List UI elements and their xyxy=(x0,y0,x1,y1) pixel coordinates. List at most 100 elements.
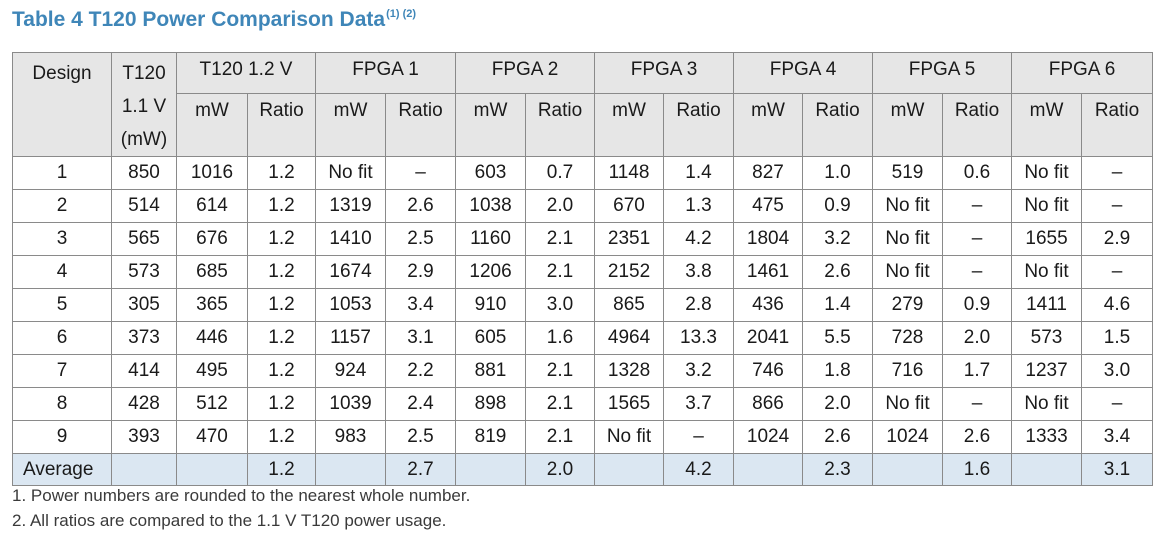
table-cell: 1.5 xyxy=(1081,321,1154,355)
table-cell: 279 xyxy=(872,288,944,322)
table-cell: 2.9 xyxy=(385,255,457,289)
table-cell: 3.1 xyxy=(385,321,457,355)
table-cell: 2 xyxy=(12,189,112,223)
table-cell: 2.9 xyxy=(1081,222,1154,256)
header-group-5: FPGA 4 xyxy=(733,52,874,94)
table-cell: 0.9 xyxy=(802,189,874,223)
table-cell: – xyxy=(1081,387,1154,421)
table-cell: 881 xyxy=(455,354,527,388)
table-cell: 898 xyxy=(455,387,527,421)
header-ratio: Ratio xyxy=(525,92,596,158)
table-cell: No fit xyxy=(594,420,665,454)
header-group-3: FPGA 2 xyxy=(455,52,596,94)
table-cell: 1206 xyxy=(455,255,527,289)
table-cell: 2.0 xyxy=(525,189,596,223)
table-cell: 1.3 xyxy=(663,189,735,223)
header-mw: mW xyxy=(176,92,248,158)
table-cell: 910 xyxy=(455,288,527,322)
header-ratio: Ratio xyxy=(663,92,735,158)
average-cell xyxy=(455,453,527,486)
table-cell: – xyxy=(942,255,1013,289)
table-title: Table 4 T120 Power Comparison Data(1) (2… xyxy=(12,8,416,32)
table-cell: 1319 xyxy=(315,189,387,223)
table-cell: – xyxy=(942,387,1013,421)
table-cell: 9 xyxy=(12,420,112,454)
table-cell: 1461 xyxy=(733,255,804,289)
average-row: Average 1.2 2.7 2.0 4.2 2.3 1.6 3.1 xyxy=(12,453,1154,486)
table-cell: 2.0 xyxy=(942,321,1013,355)
table-cell: 2.6 xyxy=(942,420,1013,454)
table-cell: 716 xyxy=(872,354,944,388)
table-cell: 865 xyxy=(594,288,665,322)
table-body: 1 850 1016 1.2 No fit –603 0.7 1148 1.4 827 1.0 519… xyxy=(12,156,1154,454)
table-cell: 1.2 xyxy=(246,387,317,421)
table-cell: 1148 xyxy=(594,156,665,190)
table-cell: 2.1 xyxy=(525,420,596,454)
table-cell: 1333 xyxy=(1011,420,1083,454)
table-cell: 13.3 xyxy=(663,321,735,355)
table-cell: No fit xyxy=(1011,255,1083,289)
table-cell: 7 xyxy=(12,354,112,388)
table-cell: 2.6 xyxy=(802,255,874,289)
table-cell: 446 xyxy=(176,321,248,355)
table-cell: 728 xyxy=(872,321,944,355)
table-cell: 1804 xyxy=(733,222,804,256)
table-cell: 2.8 xyxy=(663,288,735,322)
table-cell: 414 xyxy=(111,354,177,388)
table-cell: 514 xyxy=(111,189,177,223)
table-cell: 2.1 xyxy=(525,255,596,289)
footnotes: 1. Power numbers are rounded to the near… xyxy=(12,483,470,533)
table-cell: 1.2 xyxy=(246,222,317,256)
table-cell: 1237 xyxy=(1011,354,1083,388)
table-cell: 4.2 xyxy=(663,222,735,256)
table-cell: 1.6 xyxy=(525,321,596,355)
table-cell: 470 xyxy=(176,420,248,454)
table-cell: – xyxy=(1081,255,1154,289)
table-cell: 3 xyxy=(12,222,112,256)
table-cell: 573 xyxy=(111,255,177,289)
table-cell: – xyxy=(385,156,457,190)
average-cell: 4.2 xyxy=(663,453,735,486)
average-cell xyxy=(111,453,177,486)
table-cell: 1.0 xyxy=(802,156,874,190)
table-cell: 866 xyxy=(733,387,804,421)
table-cell: 746 xyxy=(733,354,804,388)
table-cell: 1.2 xyxy=(246,420,317,454)
table-cell: 1039 xyxy=(315,387,387,421)
table-cell: 2.5 xyxy=(385,222,457,256)
table-cell: – xyxy=(663,420,735,454)
table-cell: 4.6 xyxy=(1081,288,1154,322)
table-cell: 6 xyxy=(12,321,112,355)
table-cell: 3.2 xyxy=(802,222,874,256)
header-group-2: FPGA 1 xyxy=(315,52,457,94)
header-ratio: Ratio xyxy=(385,92,457,158)
table-row: 5 305 365 1.2 1053 3.4 910 3.0 865 2.8 436 1.4 279 0.… xyxy=(12,288,1154,322)
table-cell: 1.7 xyxy=(942,354,1013,388)
table-row: 2 514 614 1.2 1319 2.6 1038 2.0 670 1.3 475 0.9 No f… xyxy=(12,189,1154,223)
table-title-text: Table 4 T120 Power Comparison Data xyxy=(12,8,386,31)
table-cell: 1.2 xyxy=(246,354,317,388)
table-cell: 850 xyxy=(111,156,177,190)
table-cell: 3.8 xyxy=(663,255,735,289)
average-cell xyxy=(594,453,665,486)
table-cell: 475 xyxy=(733,189,804,223)
table-cell: – xyxy=(942,189,1013,223)
table-cell: 495 xyxy=(176,354,248,388)
footnote-2: 2. All ratios are compared to the 1.1 V … xyxy=(12,511,447,530)
table-cell: 0.6 xyxy=(942,156,1013,190)
table-cell: 676 xyxy=(176,222,248,256)
table-row: 4 573 685 1.2 1674 2.9 1206 2.1 2152 3.8 1461 2.6 No… xyxy=(12,255,1154,289)
header-mw: mW xyxy=(733,92,804,158)
table-cell: 1411 xyxy=(1011,288,1083,322)
table-cell: 3.0 xyxy=(525,288,596,322)
table-cell: 5 xyxy=(12,288,112,322)
table-cell: 827 xyxy=(733,156,804,190)
table-cell: 1410 xyxy=(315,222,387,256)
table-cell: – xyxy=(1081,189,1154,223)
table-cell: 2.1 xyxy=(525,354,596,388)
header-ratio: Ratio xyxy=(942,92,1013,158)
table-cell: 3.7 xyxy=(663,387,735,421)
table-cell: 393 xyxy=(111,420,177,454)
